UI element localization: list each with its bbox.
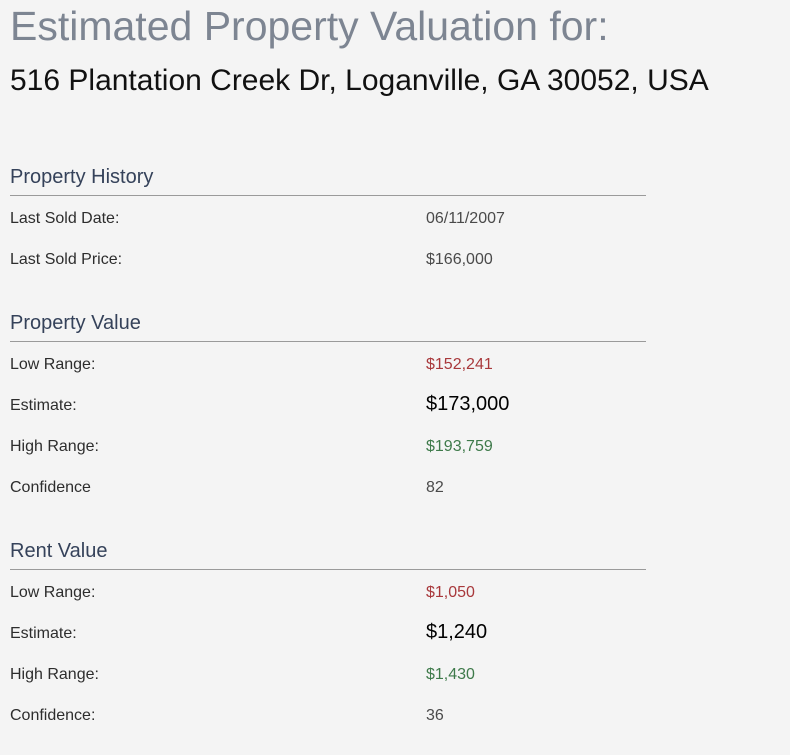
property-estimate-label: Estimate: [10, 397, 77, 414]
property-value-section: Property Value Low Range: $152,241 Estim… [10, 311, 646, 506]
property-value-heading: Property Value [10, 311, 646, 342]
last-sold-date-label: Last Sold Date: [10, 210, 120, 227]
rent-low-range-row: Low Range: $1,050 [10, 570, 646, 611]
property-confidence-label: Confidence [10, 479, 91, 496]
property-low-range-label: Low Range: [10, 356, 96, 373]
last-sold-date-value: 06/11/2007 [426, 210, 505, 227]
last-sold-price-row: Last Sold Price: $166,000 [10, 237, 646, 278]
rent-low-range-value: $1,050 [426, 584, 475, 601]
rent-confidence-label: Confidence: [10, 707, 96, 724]
last-sold-price-value: $166,000 [426, 251, 493, 268]
page-title: Estimated Property Valuation for: [10, 3, 609, 49]
property-high-range-row: High Range: $193,759 [10, 424, 646, 465]
property-high-range-value: $193,759 [426, 438, 493, 455]
property-estimate-value: $173,000 [426, 393, 510, 415]
last-sold-price-label: Last Sold Price: [10, 251, 123, 268]
rent-confidence-value: 36 [426, 707, 444, 724]
property-confidence-value: 82 [426, 479, 444, 496]
property-address: 516 Plantation Creek Dr, Loganville, GA … [10, 64, 709, 97]
property-low-range-value: $152,241 [426, 356, 493, 373]
rent-estimate-row: Estimate: $1,240 [10, 611, 646, 652]
property-low-range-row: Low Range: $152,241 [10, 342, 646, 383]
property-confidence-row: Confidence 82 [10, 465, 646, 506]
rent-high-range-value: $1,430 [426, 666, 475, 683]
property-high-range-label: High Range: [10, 438, 99, 455]
rent-value-section: Rent Value Low Range: $1,050 Estimate: $… [10, 539, 646, 734]
rent-confidence-row: Confidence: 36 [10, 693, 646, 734]
property-estimate-row: Estimate: $173,000 [10, 383, 646, 424]
rent-value-heading: Rent Value [10, 539, 646, 570]
last-sold-date-row: Last Sold Date: 06/11/2007 [10, 196, 646, 237]
rent-high-range-row: High Range: $1,430 [10, 652, 646, 693]
rent-estimate-value: $1,240 [426, 621, 488, 643]
property-history-heading: Property History [10, 165, 646, 196]
property-history-section: Property History Last Sold Date: 06/11/2… [10, 165, 646, 278]
rent-low-range-label: Low Range: [10, 584, 96, 601]
rent-high-range-label: High Range: [10, 666, 99, 683]
rent-estimate-label: Estimate: [10, 625, 77, 642]
